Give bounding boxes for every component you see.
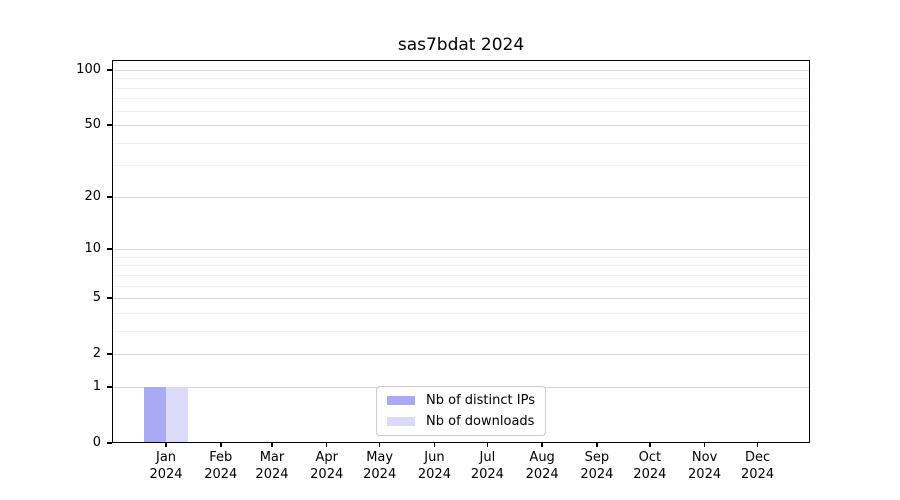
y-tick-mark [107,442,112,444]
x-tick-label: Feb 2024 [189,449,253,483]
legend-item: Nb of distinct IPs [387,393,535,408]
minor-gridline [112,256,810,258]
x-tick-month: Mar [259,450,285,465]
minor-gridline [112,78,810,80]
major-gridline [112,298,810,300]
y-tick-mark [107,69,112,71]
x-tick-month: Dec [744,450,771,465]
x-tick-month: Jul [479,450,496,465]
x-tick-mark [325,443,328,447]
major-gridline [112,196,810,198]
major-gridline [112,69,810,71]
x-tick-month: Aug [529,450,555,465]
legend-label: Nb of distinct IPs [426,393,535,408]
minor-gridline [112,330,810,332]
chart-title: sas7bdat 2024 [397,35,525,55]
x-tick-month: Jun [424,450,445,465]
minor-gridline [112,165,810,167]
minor-gridline [112,98,810,100]
minor-gridline [112,110,810,112]
major-gridline [112,125,810,127]
x-tick-mark [378,443,381,447]
x-tick-month: Sep [584,450,610,465]
minor-gridline [112,285,810,287]
x-tick-year: 2024 [417,467,451,482]
x-tick-mark [271,443,273,447]
y-tick-mark [107,124,112,126]
x-tick-label: Mar 2024 [240,449,304,483]
x-tick-mark [433,443,436,447]
x-tick-year: 2024 [310,467,344,482]
x-tick-year: 2024 [363,467,397,482]
y-tick-label: 10 [84,241,101,257]
y-tick-label: 0 [92,435,101,450]
legend-swatch [387,417,416,426]
x-tick-month: Oct [638,450,662,465]
minor-gridline [112,265,810,267]
x-tick-label: May 2024 [348,449,412,483]
x-tick-label: Dec 2024 [726,449,790,483]
x-tick-year: 2024 [255,467,289,482]
minor-gridline [112,312,810,314]
x-tick-label: Aug 2024 [510,449,574,483]
y-tick-label: 100 [76,61,101,77]
x-tick-mark [596,443,598,447]
x-tick-month: Feb [209,450,233,465]
x-tick-month: Apr [315,450,338,465]
minor-gridline [112,274,810,276]
x-tick-year: 2024 [580,467,614,482]
x-tick-mark [541,443,543,447]
major-gridline [112,354,810,356]
x-tick-mark [165,443,167,447]
plot-area: Nb of distinct IPs Nb of downloads [112,60,810,443]
legend-item: Nb of downloads [387,414,535,429]
legend-label: Nb of downloads [426,414,535,429]
x-tick-year: 2024 [688,467,722,482]
minor-gridline [112,142,810,144]
x-tick-year: 2024 [633,467,667,482]
y-tick-label: 2 [92,346,101,362]
x-tick-label: Sep 2024 [565,449,629,483]
x-tick-label: Nov 2024 [673,449,737,483]
x-tick-year: 2024 [741,467,775,482]
x-tick-label: Jul 2024 [455,449,519,483]
x-tick-mark [220,443,222,447]
x-tick-year: 2024 [204,467,238,482]
minor-gridline [112,87,810,89]
major-gridline [112,249,810,251]
x-tick-month: Nov [691,450,718,465]
x-tick-year: 2024 [525,467,559,482]
x-tick-mark [486,443,489,447]
x-tick-mark [703,443,706,447]
y-tick-label: 20 [84,188,101,204]
x-tick-label: Jun 2024 [402,449,466,483]
bar-nb-of-distinct-ips [144,386,167,443]
y-tick-mark [107,248,112,250]
y-tick-mark [107,297,112,299]
y-tick-label: 5 [92,290,101,306]
y-tick-label: 50 [84,117,101,133]
y-tick-mark [107,196,112,198]
x-tick-label: Apr 2024 [295,449,359,483]
x-tick-label: Oct 2024 [618,449,682,483]
legend-swatch [387,396,416,405]
x-tick-month: May [366,450,394,465]
x-tick-month: Jan [156,450,177,465]
x-tick-year: 2024 [149,467,183,482]
legend: Nb of distinct IPs Nb of downloads [376,386,546,436]
x-tick-label: Jan 2024 [134,449,198,483]
x-tick-mark [649,443,651,447]
y-tick-label: 1 [92,378,101,394]
x-tick-year: 2024 [470,467,504,482]
y-tick-mark [107,353,112,355]
bar-nb-of-downloads [166,386,188,443]
x-tick-mark [756,443,759,447]
y-tick-mark [107,386,112,388]
